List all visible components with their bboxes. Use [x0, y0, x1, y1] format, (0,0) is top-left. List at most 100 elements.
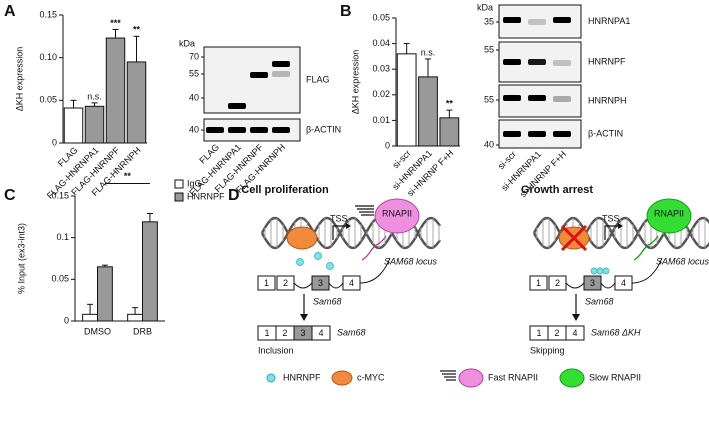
exon-label: 4	[318, 328, 323, 338]
y-tick-label: 0	[64, 315, 69, 325]
hnrnpf	[314, 252, 322, 260]
blot-band	[553, 17, 571, 23]
y-tick-label: 0.01	[372, 115, 390, 125]
legend-label: Slow RNAPII	[589, 372, 641, 382]
nascent-rna	[633, 235, 659, 261]
legend-label: Fast RNAPII	[488, 372, 538, 382]
y-axis-label: ΔKH expression	[350, 50, 360, 115]
blot-band	[528, 95, 546, 101]
y-tick-label: 0.05	[39, 95, 57, 105]
exon	[276, 275, 295, 291]
blot-target: HNRNPH	[588, 95, 627, 105]
blot-band	[503, 17, 521, 23]
rnapii-label: RNAPII	[654, 208, 684, 218]
exon	[311, 325, 331, 341]
tss-label: TSS	[602, 213, 620, 223]
y-tick-label: 0.1	[56, 232, 69, 242]
exon-label: 1	[264, 278, 269, 288]
marker-label: 55	[484, 44, 494, 54]
blot-band	[206, 127, 224, 133]
blot-target: HNRNPA1	[588, 16, 630, 26]
bar	[105, 37, 126, 144]
exon-label: 2	[282, 328, 287, 338]
legend-swatch	[174, 179, 184, 189]
blot-band	[272, 61, 290, 67]
bar	[63, 107, 84, 144]
blot-target: β-ACTIN	[588, 128, 623, 138]
y-tick-label: 0.04	[372, 38, 390, 48]
bar	[84, 105, 105, 144]
blot-target: FLAG	[306, 74, 330, 84]
c-myc	[286, 226, 318, 250]
y-tick-label: 0	[385, 140, 390, 150]
blot-band	[503, 131, 521, 137]
blot-band	[272, 127, 290, 133]
exon-label: 4	[621, 278, 626, 288]
tss-arrow	[604, 225, 618, 240]
significance: ***	[110, 18, 121, 28]
significance: n.s.	[421, 47, 436, 57]
blot-band	[553, 96, 571, 102]
bar	[418, 76, 438, 147]
process-arrowhead	[572, 314, 580, 321]
exon	[311, 275, 330, 291]
intron	[293, 257, 391, 289]
panel-label: C	[4, 187, 16, 204]
rnapii	[646, 198, 692, 234]
legend-label: HNRNPF	[283, 372, 321, 382]
blot-panel	[203, 46, 301, 114]
legend-label: HNRNPF	[187, 191, 225, 201]
tss-arrowhead	[618, 223, 623, 229]
panel-label: B	[340, 3, 352, 20]
blot-band	[250, 72, 268, 78]
hnrnpf	[602, 267, 610, 275]
mrna-label: Sam68	[337, 327, 366, 337]
exon	[565, 325, 585, 341]
exon	[257, 275, 276, 291]
exon-label: 1	[536, 328, 541, 338]
marker-label: 40	[484, 139, 494, 149]
gene-label: Sam68	[585, 296, 614, 306]
outcome-label: Skipping	[530, 345, 565, 355]
bar	[82, 313, 99, 322]
exon	[614, 275, 633, 291]
blot-band	[503, 95, 521, 101]
bar	[142, 221, 158, 322]
hnrnpf	[590, 267, 598, 275]
state-title: Cell proliferation	[241, 184, 329, 196]
locus-label: SAM68 locus	[656, 256, 709, 266]
y-tick-label: 0	[52, 137, 57, 147]
y-tick-label: 0.05	[372, 12, 390, 22]
exon	[548, 275, 567, 291]
panel-label: D	[228, 187, 240, 204]
significance: n.s.	[87, 91, 102, 101]
marker-label: 55	[484, 94, 494, 104]
legend-fast-rnapii	[458, 368, 484, 388]
marker-label: 40	[189, 92, 199, 102]
x-tick-label: DRB	[133, 326, 152, 336]
y-tick-label: 0.02	[372, 89, 390, 99]
hnrnpf	[296, 258, 304, 266]
hnrnpf	[596, 267, 604, 275]
y-tick-label: 0.05	[51, 274, 69, 284]
panel-label: A	[4, 3, 16, 20]
y-tick-label: 0.03	[372, 64, 390, 74]
kda-label: kDa	[477, 2, 493, 12]
exon-label: 1	[536, 278, 541, 288]
exon-label: 3	[300, 328, 305, 338]
exon-label: 2	[554, 328, 559, 338]
legend-c-myc	[331, 370, 353, 386]
blot-band	[228, 103, 246, 109]
legend-swatch	[174, 192, 184, 202]
blot-band	[553, 60, 571, 66]
exon	[583, 275, 602, 291]
tss-arrowhead	[346, 223, 351, 229]
locus-label: SAM68 locus	[384, 256, 438, 266]
y-tick-label: 0.15	[39, 9, 57, 19]
x-tick-label: DMSO	[84, 326, 111, 336]
bar	[396, 53, 417, 147]
marker-label: 40	[189, 124, 199, 134]
bar	[126, 61, 147, 144]
gene-label: Sam68	[313, 296, 342, 306]
